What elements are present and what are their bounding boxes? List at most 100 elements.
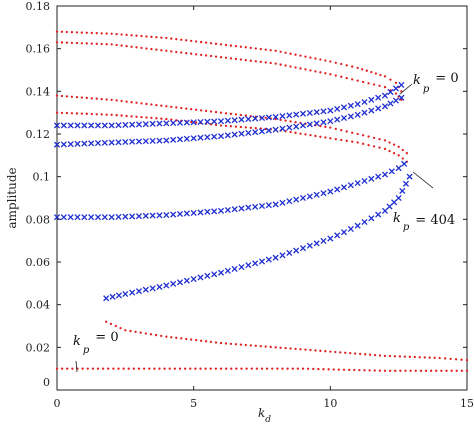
data-point-dot xyxy=(388,354,392,358)
red-dot-series-0 xyxy=(55,30,403,93)
data-point-dot xyxy=(299,348,302,351)
data-point-dot xyxy=(399,369,402,372)
data-point-x xyxy=(142,138,149,145)
data-point-dot xyxy=(85,42,88,45)
data-point-dot xyxy=(135,46,138,49)
data-point-dot xyxy=(334,61,337,64)
x-tick-label: 0 xyxy=(54,397,61,410)
data-point-dot xyxy=(363,369,366,372)
data-point-dot xyxy=(334,350,337,354)
data-point-dot xyxy=(195,339,198,342)
data-point-x xyxy=(306,242,313,249)
data-point-dot xyxy=(130,45,133,48)
data-point-dot xyxy=(75,96,79,99)
data-point-x xyxy=(129,138,136,145)
data-point-x xyxy=(135,121,143,128)
data-point-dot xyxy=(392,152,396,155)
data-point-x xyxy=(183,277,190,284)
data-point-dot xyxy=(170,50,173,53)
data-point-dot xyxy=(279,63,282,66)
data-point-dot xyxy=(440,369,443,372)
data-point-x xyxy=(293,247,300,254)
data-point-x xyxy=(217,118,225,125)
data-point-dot xyxy=(199,53,203,57)
data-point-dot xyxy=(327,368,330,371)
data-point-dot xyxy=(250,367,253,370)
data-point-x xyxy=(238,205,245,212)
data-point-dot xyxy=(145,35,148,38)
data-point-x xyxy=(387,100,394,107)
data-point-x xyxy=(320,119,327,126)
data-point-x xyxy=(354,111,361,118)
data-point-dot xyxy=(195,108,198,111)
data-point-dot xyxy=(199,367,202,370)
data-point-x xyxy=(347,225,354,232)
data-point-dot xyxy=(170,118,173,121)
data-point-dot xyxy=(423,356,426,359)
data-point-dot xyxy=(372,136,376,139)
data-point-dot xyxy=(180,38,183,41)
data-point-dot xyxy=(342,368,346,371)
data-point-x xyxy=(204,118,211,125)
data-point-dot xyxy=(70,112,74,115)
data-point-dot xyxy=(185,107,188,110)
data-point-dot xyxy=(224,43,228,47)
data-point-dot xyxy=(70,41,74,44)
data-point-dot xyxy=(279,118,282,121)
data-point-dot xyxy=(365,69,368,72)
data-point-dot xyxy=(100,32,103,35)
data-point-x xyxy=(211,118,218,125)
data-point-x xyxy=(94,122,102,129)
data-point-dot xyxy=(239,125,243,129)
data-point-x xyxy=(279,199,286,206)
data-point-x xyxy=(327,188,334,195)
data-point-dot xyxy=(229,125,233,128)
data-point-dot xyxy=(80,112,83,115)
data-point-dot xyxy=(340,129,343,132)
data-point-dot xyxy=(140,34,143,38)
data-point-x xyxy=(279,252,286,259)
data-point-x xyxy=(224,117,231,124)
data-point-dot xyxy=(234,125,238,128)
data-point-x xyxy=(401,160,408,167)
data-point-x xyxy=(265,114,272,121)
data-point-dot xyxy=(148,367,151,370)
data-point-x xyxy=(238,264,245,271)
blue-x-series-6 xyxy=(53,81,405,129)
data-point-dot xyxy=(254,60,257,63)
data-point-dot xyxy=(383,75,387,78)
data-point-dot xyxy=(368,353,372,356)
data-point-dot xyxy=(428,356,431,359)
data-point-dot xyxy=(190,52,193,55)
data-point-x xyxy=(340,104,348,111)
data-point-x xyxy=(286,112,293,119)
data-point-dot xyxy=(394,369,397,372)
data-point-x xyxy=(67,141,74,148)
data-point-dot xyxy=(239,58,243,61)
annotation-kp-0-top-leader xyxy=(399,83,413,95)
data-point-dot xyxy=(132,367,136,370)
data-point-dot xyxy=(55,367,59,370)
data-point-x xyxy=(211,271,218,278)
data-point-dot xyxy=(204,54,208,57)
data-point-x xyxy=(115,292,123,299)
data-point-x xyxy=(279,125,286,132)
data-point-x xyxy=(224,206,231,214)
data-point-dot xyxy=(190,108,193,111)
data-point-dot xyxy=(319,124,322,128)
data-point-dot xyxy=(294,53,297,56)
data-point-dot xyxy=(254,47,257,50)
annotation-kp-404: kp = 404 xyxy=(393,211,455,233)
data-point-dot xyxy=(455,369,458,372)
y-tick-label: 0.1 xyxy=(33,171,51,184)
blue-x-series-9 xyxy=(103,173,413,302)
data-point-x xyxy=(361,98,368,106)
data-point-dot xyxy=(400,98,403,102)
data-point-dot xyxy=(289,65,292,68)
data-point-dot xyxy=(314,70,317,73)
data-point-x xyxy=(101,139,108,146)
data-point-dot xyxy=(150,35,153,38)
data-point-dot xyxy=(195,121,198,124)
data-point-dot xyxy=(135,101,138,104)
data-point-x xyxy=(88,214,95,221)
